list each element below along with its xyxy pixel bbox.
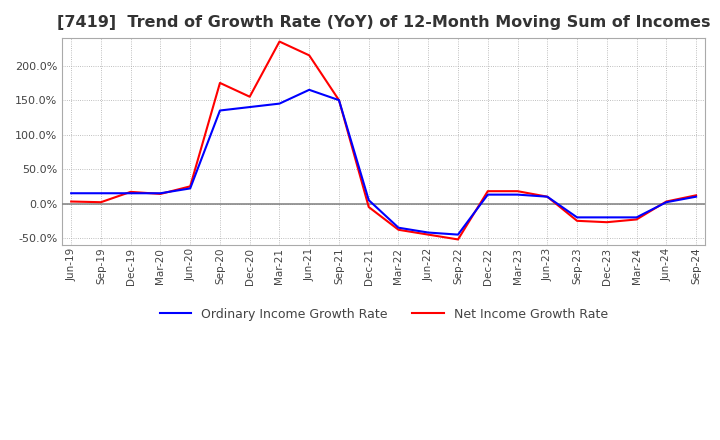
Net Income Growth Rate <box>305 53 313 58</box>
Line: Net Income Growth Rate: Net Income Growth Rate <box>71 41 696 239</box>
Net Income Growth Rate <box>513 188 522 194</box>
Net Income Growth Rate <box>275 39 284 44</box>
Ordinary Income Growth Rate <box>156 191 165 196</box>
Net Income Growth Rate <box>246 94 254 99</box>
Ordinary Income Growth Rate <box>305 87 313 92</box>
Net Income Growth Rate <box>483 188 492 194</box>
Ordinary Income Growth Rate <box>603 215 611 220</box>
Ordinary Income Growth Rate <box>424 230 433 235</box>
Net Income Growth Rate <box>692 193 701 198</box>
Ordinary Income Growth Rate <box>364 198 373 203</box>
Net Income Growth Rate <box>424 232 433 237</box>
Net Income Growth Rate <box>335 98 343 103</box>
Title: [7419]  Trend of Growth Rate (YoY) of 12-Month Moving Sum of Incomes: [7419] Trend of Growth Rate (YoY) of 12-… <box>57 15 711 30</box>
Net Income Growth Rate <box>364 205 373 210</box>
Net Income Growth Rate <box>126 189 135 194</box>
Ordinary Income Growth Rate <box>126 191 135 196</box>
Ordinary Income Growth Rate <box>335 98 343 103</box>
Ordinary Income Growth Rate <box>513 192 522 197</box>
Ordinary Income Growth Rate <box>67 191 76 196</box>
Ordinary Income Growth Rate <box>215 108 224 113</box>
Net Income Growth Rate <box>632 217 641 222</box>
Ordinary Income Growth Rate <box>692 194 701 199</box>
Ordinary Income Growth Rate <box>394 225 402 231</box>
Net Income Growth Rate <box>215 80 224 85</box>
Net Income Growth Rate <box>454 237 462 242</box>
Net Income Growth Rate <box>662 199 670 204</box>
Net Income Growth Rate <box>156 191 165 197</box>
Net Income Growth Rate <box>572 218 581 224</box>
Net Income Growth Rate <box>603 220 611 225</box>
Net Income Growth Rate <box>96 200 105 205</box>
Net Income Growth Rate <box>394 227 402 232</box>
Ordinary Income Growth Rate <box>96 191 105 196</box>
Ordinary Income Growth Rate <box>454 232 462 237</box>
Ordinary Income Growth Rate <box>186 186 194 191</box>
Ordinary Income Growth Rate <box>543 194 552 199</box>
Legend: Ordinary Income Growth Rate, Net Income Growth Rate: Ordinary Income Growth Rate, Net Income … <box>155 303 613 326</box>
Net Income Growth Rate <box>186 184 194 189</box>
Ordinary Income Growth Rate <box>572 215 581 220</box>
Ordinary Income Growth Rate <box>483 192 492 197</box>
Ordinary Income Growth Rate <box>662 200 670 205</box>
Net Income Growth Rate <box>543 194 552 199</box>
Net Income Growth Rate <box>67 199 76 204</box>
Ordinary Income Growth Rate <box>246 104 254 110</box>
Ordinary Income Growth Rate <box>275 101 284 106</box>
Ordinary Income Growth Rate <box>632 215 641 220</box>
Line: Ordinary Income Growth Rate: Ordinary Income Growth Rate <box>71 90 696 235</box>
